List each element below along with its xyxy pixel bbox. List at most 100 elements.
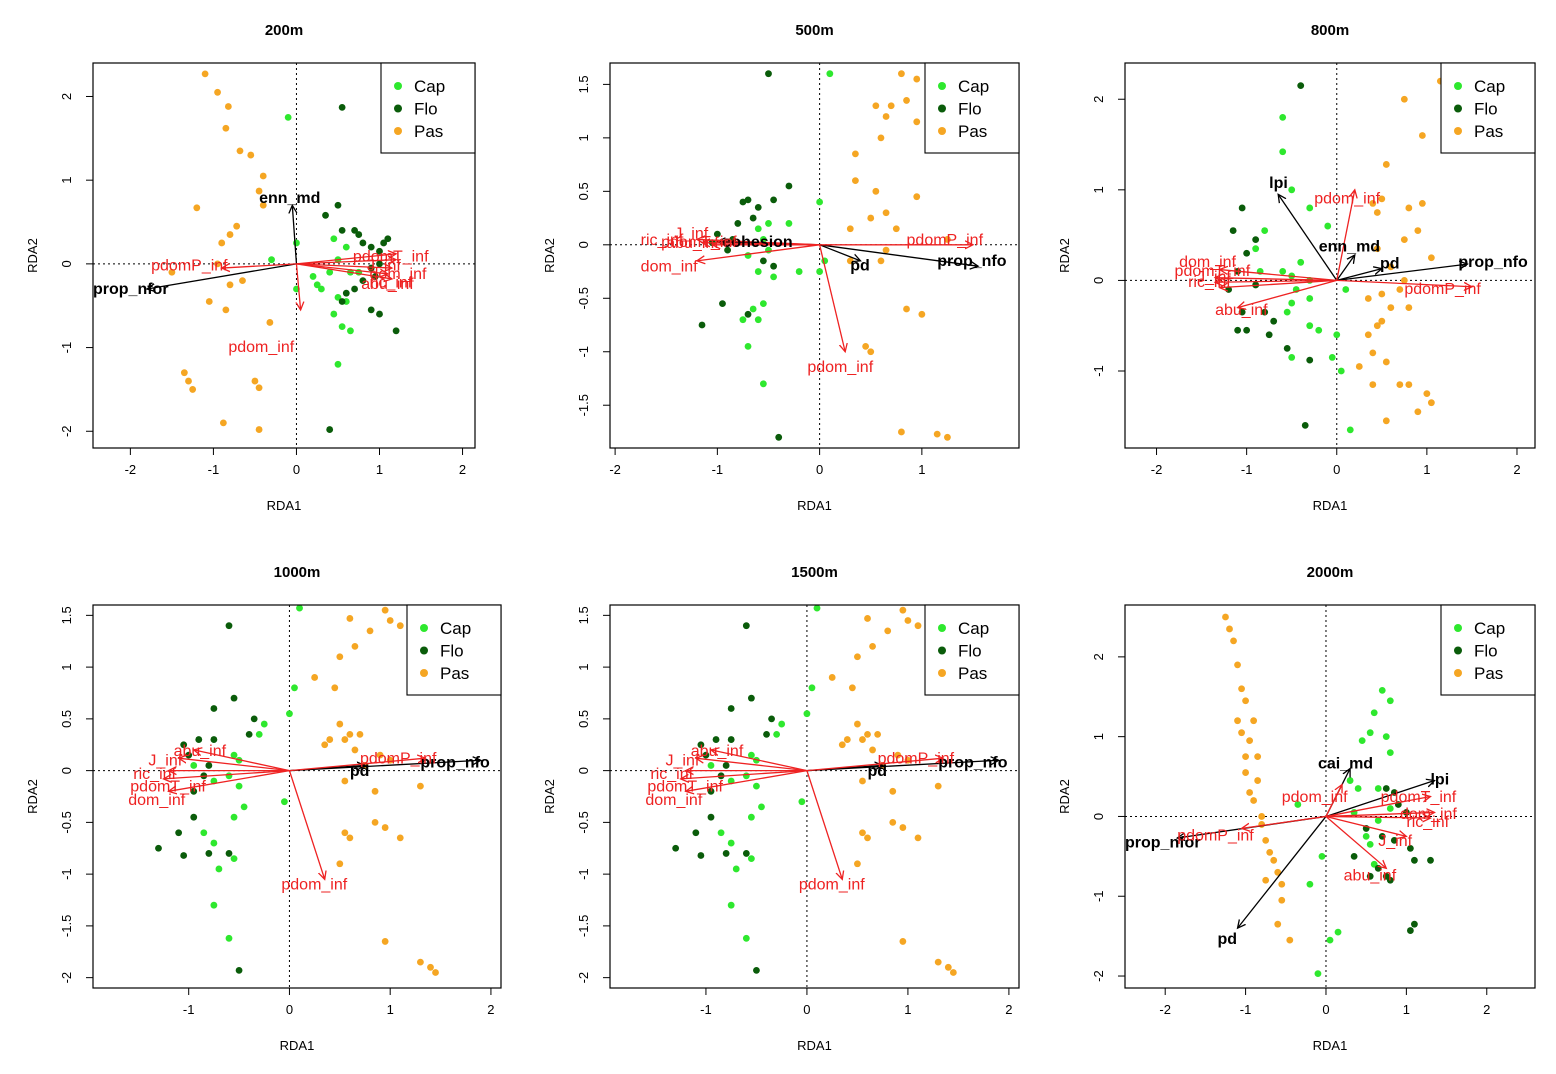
vector-label: ric_inf [1406,814,1449,831]
point-flo [698,321,706,329]
point-pas [259,201,267,209]
point-pas [259,172,267,180]
point-pas [869,643,876,650]
point-pas [341,777,349,785]
point-cap [260,720,268,728]
point-pas [889,787,897,795]
point-pas [877,134,885,142]
point-pas [255,187,263,195]
vector-arrow-prop_nfo [819,244,978,266]
point-cap [1386,805,1394,812]
point-pas [218,239,226,247]
point-cap [284,114,292,121]
point-pas [1373,322,1381,330]
point-flo [724,246,731,254]
point-pas [859,777,866,785]
point-flo [1411,920,1418,928]
vector-label: cohesion [722,234,792,251]
point-pas [846,225,854,233]
point-pas [1427,254,1435,262]
vector-label: dom_inf [370,266,427,283]
point-pas [371,787,379,795]
vector-arrow-J_inf [1325,815,1406,836]
point-pas [944,236,951,243]
point-flo [1390,836,1398,844]
point-cap [759,300,767,308]
point-flo [180,852,188,859]
vector-label: ric_inf [133,766,176,783]
vector-label: prop_nfor [1125,835,1201,852]
point-cap [281,798,288,806]
point-pas [859,829,866,837]
point-flo [367,264,375,272]
point-cap [240,803,248,811]
point-flo [672,844,680,852]
point-flo [707,813,715,821]
x-tick-label: -1 [183,1002,195,1017]
vector-label: ric_inf [650,766,693,783]
legend-marker-cap [1454,624,1462,632]
legend-marker-cap [420,624,428,632]
point-flo [338,298,346,305]
point-flo [1406,844,1414,852]
point-cap [334,360,342,368]
point-flo [392,327,400,335]
y-tick-label: 0.5 [576,182,591,200]
vector-arrow-prop_nfo [806,760,999,772]
panel-title: 1500m [791,564,838,581]
y-tick-label: 1.5 [59,606,74,624]
point-pas [205,298,213,305]
point-pas [201,70,209,78]
point-pas [869,746,876,754]
point-pas [214,260,221,268]
legend-label: Pas [1474,664,1503,683]
point-flo [1378,832,1386,840]
y-tick-label: -2 [1091,970,1106,982]
point-cap [747,813,755,821]
point-cap [707,762,715,769]
vector-arrow-enn_md [292,205,296,264]
point-pas [1382,417,1390,425]
point-pas [326,736,334,743]
vector-label: ric_inf [1188,274,1231,291]
vector-label: dom_inf [645,792,702,809]
point-pas [1254,777,1262,784]
point-pas [1258,813,1266,820]
x-tick-label: 0 [816,462,823,477]
point-flo [747,694,755,702]
y-tick-label: 1 [576,134,591,141]
y-tick-label: -2 [576,972,591,984]
point-pas [867,214,875,222]
vector-arrow-dom_inf [296,264,392,268]
point-cap [753,782,760,790]
point-cap [754,268,762,275]
point-pas [934,958,942,966]
point-cap [1294,801,1302,808]
vector-label: pd [868,763,888,780]
point-pas [331,684,339,692]
point-pas [864,615,871,622]
point-cap [1354,785,1362,792]
legend-label: Cap [414,77,445,96]
legend-marker-pas [1454,669,1462,677]
vector-arrow-abu_inf [1238,279,1337,307]
point-flo [195,736,203,743]
point-flo [351,285,358,293]
point-cap [727,901,735,909]
legend-label: Flo [440,642,464,661]
point-pas [321,741,329,749]
point-flo [754,203,762,211]
vector-label: dom_inf [1179,254,1236,271]
point-cap [1362,832,1370,840]
vector-arrow-pdom_inf [1325,785,1342,817]
x-tick-label: -1 [1240,1002,1252,1017]
point-pas [1373,245,1381,253]
point-flo [768,715,775,723]
point-cap [334,293,342,301]
point-cap [826,70,834,78]
vector-arrow-pdomP_inf [1242,815,1327,828]
vector-label: J_inf [1197,269,1231,286]
point-pas [914,834,922,842]
point-cap [770,273,777,281]
point-pas [852,150,859,158]
